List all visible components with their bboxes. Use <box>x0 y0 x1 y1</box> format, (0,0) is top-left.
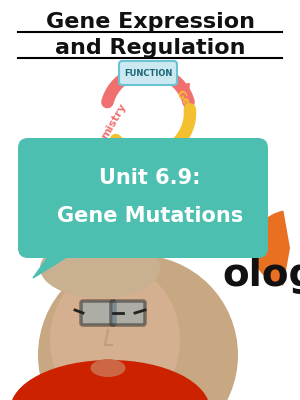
Polygon shape <box>33 250 78 278</box>
Text: mistry: mistry <box>100 101 128 141</box>
Ellipse shape <box>40 238 160 298</box>
FancyBboxPatch shape <box>119 61 177 85</box>
Ellipse shape <box>10 360 210 400</box>
FancyBboxPatch shape <box>81 301 115 325</box>
FancyBboxPatch shape <box>111 301 145 325</box>
Text: Unit 6.9:: Unit 6.9: <box>99 168 201 188</box>
Text: and Regulation: and Regulation <box>55 38 245 58</box>
Text: Gen: Gen <box>174 88 196 114</box>
Ellipse shape <box>91 359 125 377</box>
Ellipse shape <box>50 265 180 400</box>
Wedge shape <box>252 210 290 286</box>
Text: Gene Expression: Gene Expression <box>46 12 254 32</box>
Text: Gene Mutations: Gene Mutations <box>57 206 243 226</box>
Text: ology: ology <box>222 256 300 294</box>
FancyBboxPatch shape <box>18 138 268 258</box>
Text: FUNCTION: FUNCTION <box>124 69 172 78</box>
Ellipse shape <box>38 255 238 400</box>
